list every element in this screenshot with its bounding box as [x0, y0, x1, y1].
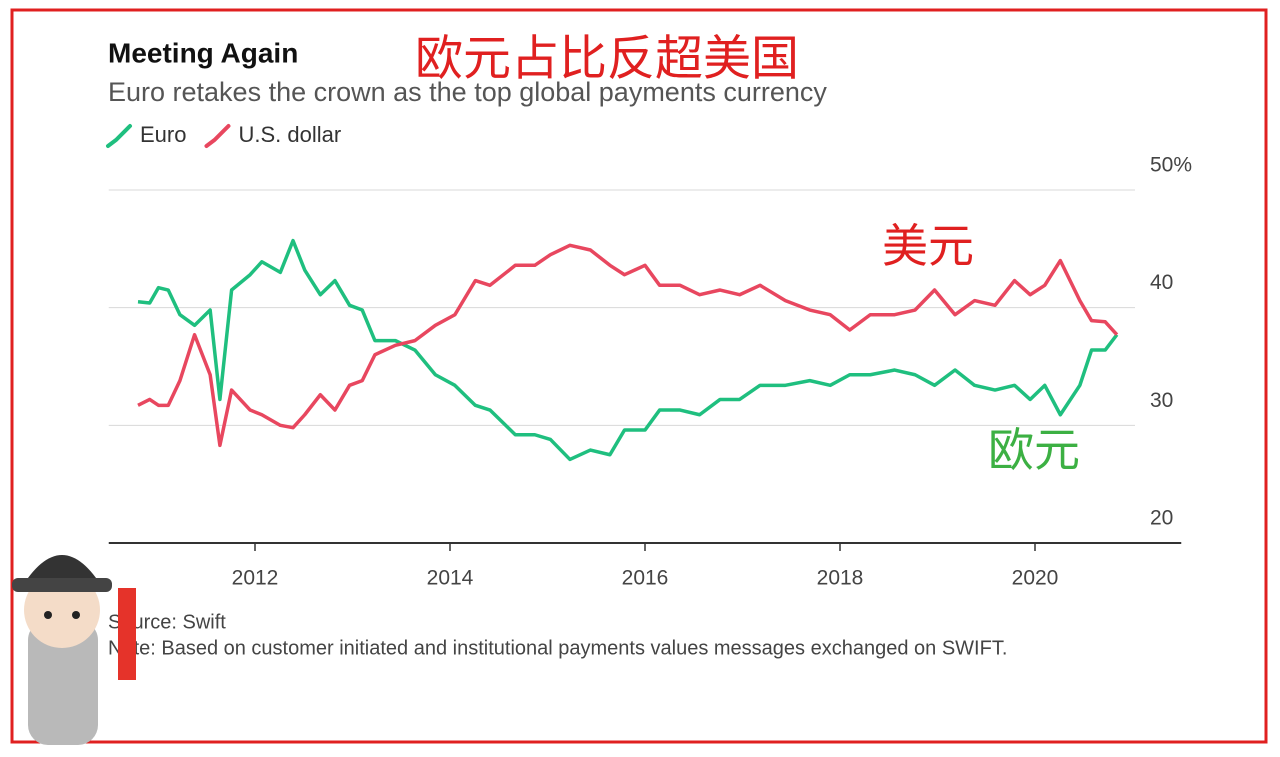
x-tick-label: 2016 — [622, 567, 669, 590]
frame — [10, 8, 1268, 744]
annotation: 美元 — [882, 220, 974, 272]
x-tick-label: 2012 — [232, 567, 279, 590]
series-line — [137, 243, 1119, 448]
legend-label: U.S. dollar — [238, 122, 341, 147]
annotation: 欧元 — [988, 424, 1080, 476]
x-tick-label: 2020 — [1012, 567, 1059, 590]
annotation: 欧元占比反超美国 — [415, 33, 799, 86]
x-tick-label: 2014 — [427, 567, 474, 590]
legend-label: Euro — [140, 122, 186, 147]
y-tick-label: 30 — [1150, 389, 1173, 412]
note: Note: Based on customer initiated and in… — [108, 637, 1007, 659]
legend-swatch — [204, 124, 231, 148]
series-line — [137, 238, 1119, 462]
source: Source: Swift — [108, 611, 226, 633]
chart-title: Meeting Again — [108, 37, 298, 68]
y-tick-label: 50% — [1150, 154, 1192, 177]
chart-subtitle: Euro retakes the crown as the top global… — [108, 77, 827, 107]
decor-figure — [12, 555, 136, 745]
legend-swatch — [106, 124, 132, 148]
y-tick-label: 20 — [1150, 507, 1173, 530]
y-tick-label: 40 — [1150, 271, 1173, 294]
x-tick-label: 2018 — [817, 567, 864, 590]
